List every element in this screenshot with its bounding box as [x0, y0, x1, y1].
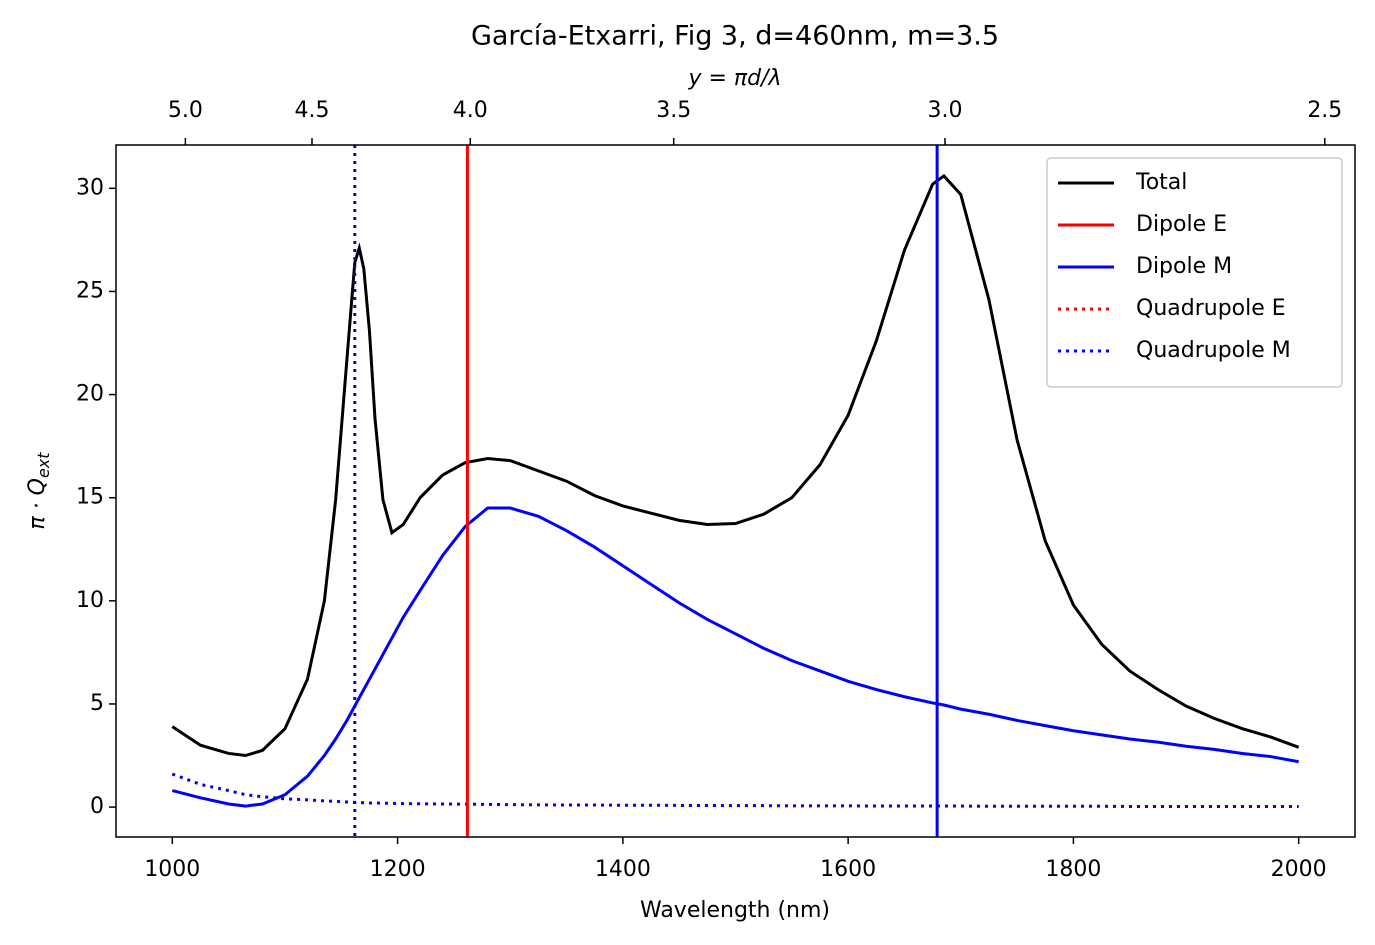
x2-tick-label: 5.0	[168, 98, 203, 123]
y-tick-label: 20	[76, 382, 104, 407]
plot-area	[171, 145, 1300, 837]
chart-title: García-Etxarri, Fig 3, d=460nm, m=3.5	[471, 21, 999, 52]
y-tick-label: 25	[76, 278, 104, 303]
x-axis-label: Wavelength (nm)	[640, 898, 830, 923]
legend-label: Quadrupole M	[1136, 338, 1291, 363]
y-tick-label: 10	[76, 588, 104, 613]
x-tick-label: 1200	[370, 857, 426, 882]
x-tick-label: 2000	[1271, 857, 1327, 882]
y-tick-label: 30	[76, 175, 104, 200]
x2-tick-label: 4.0	[453, 98, 488, 123]
x2-tick-label: 4.5	[294, 98, 329, 123]
series-line	[171, 772, 1299, 808]
y-tick-label: 5	[90, 691, 104, 716]
y-axis-label-sub: ext	[34, 452, 53, 478]
x2-tick-label: 2.5	[1307, 98, 1342, 123]
legend-label: Total	[1135, 170, 1187, 195]
legend-label: Dipole E	[1136, 212, 1227, 237]
y-tick-label: 15	[76, 485, 104, 510]
y-axis-label-main: π · Q	[25, 478, 50, 530]
legend-label: Quadrupole E	[1136, 296, 1286, 321]
series-line	[171, 506, 1299, 808]
plot-frame	[115, 144, 1356, 838]
legend-box	[1046, 157, 1343, 388]
x-tick-label: 1800	[1045, 857, 1101, 882]
x2-axis-label: y = πd/λ	[687, 66, 781, 91]
y-tick-label: 0	[90, 794, 104, 819]
x-tick-label: 1000	[144, 857, 200, 882]
x-tick-label: 1400	[595, 857, 651, 882]
series-line	[171, 173, 1300, 758]
x-tick-label: 1600	[820, 857, 876, 882]
legend-label: Dipole M	[1136, 254, 1232, 279]
x2-tick-label: 3.5	[656, 98, 691, 123]
y-axis-label: π · Qext	[25, 452, 53, 530]
x2-tick-label: 3.0	[928, 98, 963, 123]
